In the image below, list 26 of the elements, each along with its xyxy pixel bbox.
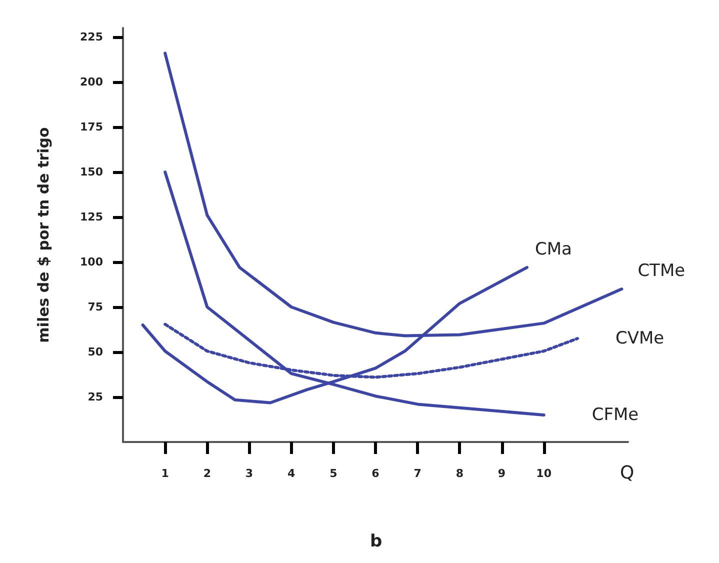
x-tick-label: 10: [536, 467, 552, 480]
x-tick-label: 3: [245, 467, 254, 480]
y-tick-label: 25: [88, 390, 103, 404]
y-axis-title: miles de $ por tn de trigo: [34, 127, 52, 343]
series-label: CTMe: [638, 261, 686, 281]
y-tick-label: 75: [88, 300, 103, 314]
y-tick-label: 125: [80, 210, 103, 224]
x-tick-label: 4: [288, 467, 296, 480]
x-tick-label: 6: [372, 467, 380, 480]
y-tick-label: 225: [80, 30, 103, 44]
x-tick-label: 5: [330, 467, 338, 480]
x-tick-label: 9: [498, 467, 506, 480]
y-tick-label: 50: [88, 346, 104, 358]
x-tick-label: 7: [414, 467, 422, 480]
x-axis-title: Q: [620, 462, 634, 484]
y-tick-label: 100: [80, 256, 104, 268]
x-tick-label: 1: [161, 467, 169, 480]
y-tick-label: 200: [80, 76, 104, 88]
x-tick-label: 8: [456, 467, 464, 480]
text: CFMe: [592, 405, 639, 425]
series-label: CMa: [535, 239, 572, 260]
y-tick-label: 175: [80, 120, 103, 134]
y-tick-label: 150: [80, 166, 104, 178]
x-tick-label: 2: [203, 467, 211, 480]
text: CVMe: [616, 328, 664, 348]
text: b: [370, 532, 382, 552]
